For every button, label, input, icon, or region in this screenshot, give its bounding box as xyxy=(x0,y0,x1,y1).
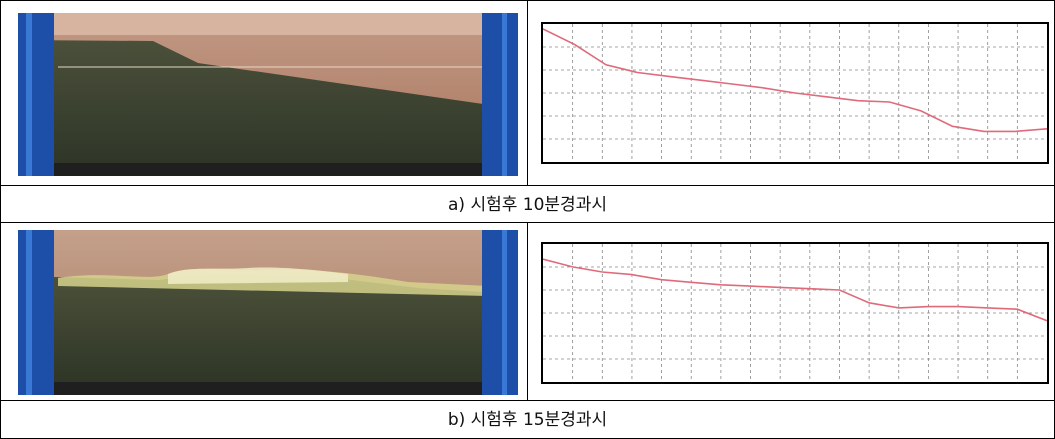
flume-photo-15min xyxy=(18,230,518,395)
bed-profile-line xyxy=(543,28,1047,133)
row-divider xyxy=(0,400,1055,401)
profile-chart-15min xyxy=(541,242,1049,384)
row-divider xyxy=(0,185,1055,186)
caption-15min: b) 시험후 15분경과시 xyxy=(447,410,608,430)
profile-chart-10min xyxy=(541,22,1049,164)
flume-photo-10min xyxy=(18,13,518,176)
column-divider xyxy=(527,0,528,185)
column-divider xyxy=(527,222,528,400)
bed-profile-line xyxy=(543,258,1047,322)
caption-10min: a) 시험후 10분경과시 xyxy=(448,195,607,215)
